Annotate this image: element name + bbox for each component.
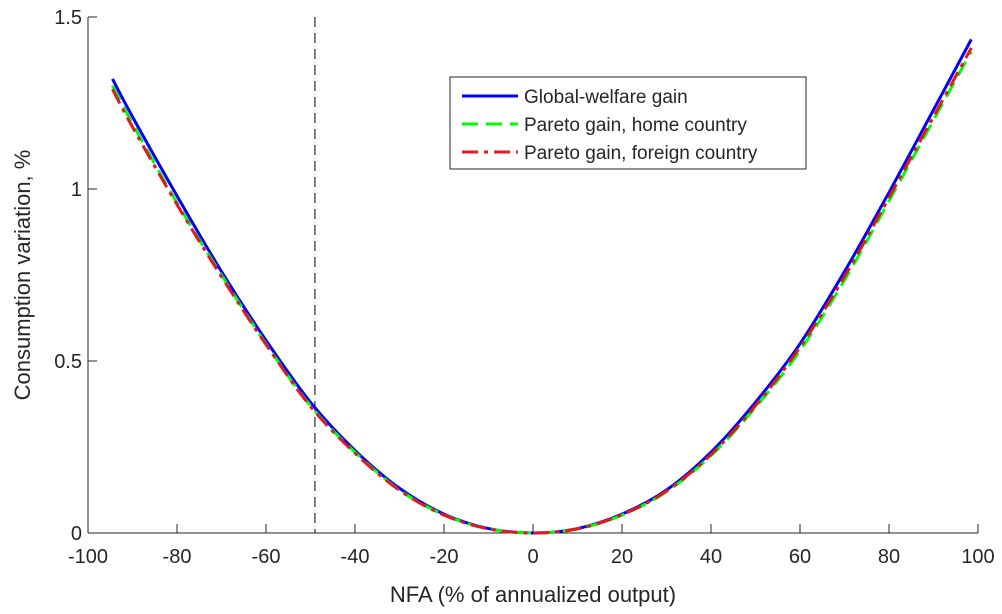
tick-labels: -100 -80 -60 -40 -20 0 20 40 60 80 100 0 0.5 1 1.5 xyxy=(54,7,995,568)
x-tick-label: 20 xyxy=(611,546,633,568)
x-tick-label: 100 xyxy=(961,546,994,568)
legend-label-1: Global-welfare gain xyxy=(524,87,688,108)
x-axis-label: NFA (% of annualized output) xyxy=(390,582,676,607)
y-tick-label: 0 xyxy=(71,523,82,545)
series-line-3 xyxy=(111,47,973,535)
legend-label-2: Pareto gain, home country xyxy=(524,115,747,136)
y-tick-label: 1 xyxy=(71,179,82,201)
x-tick-label: 60 xyxy=(789,546,811,568)
x-tick-label: -60 xyxy=(252,546,281,568)
x-tick-label: -100 xyxy=(68,546,108,568)
x-tick-label: -80 xyxy=(163,546,192,568)
legend-label-3: Pareto gain, foreign country xyxy=(524,143,758,164)
x-tick-label: 0 xyxy=(527,546,538,568)
x-tick-label: 80 xyxy=(878,546,900,568)
x-tick-label: -40 xyxy=(341,546,370,568)
x-tick-label: -20 xyxy=(430,546,459,568)
y-axis-label: Consumption variation, % xyxy=(10,150,35,401)
legend-box xyxy=(449,76,807,170)
y-tick-label: 1.5 xyxy=(54,7,82,29)
series-layer xyxy=(111,17,973,535)
legend: Global-welfare gain Pareto gain, home cou… xyxy=(449,76,807,170)
series-line-1 xyxy=(111,38,973,535)
x-tick-label: 40 xyxy=(700,546,722,568)
y-tick-label: 0.5 xyxy=(54,351,82,373)
